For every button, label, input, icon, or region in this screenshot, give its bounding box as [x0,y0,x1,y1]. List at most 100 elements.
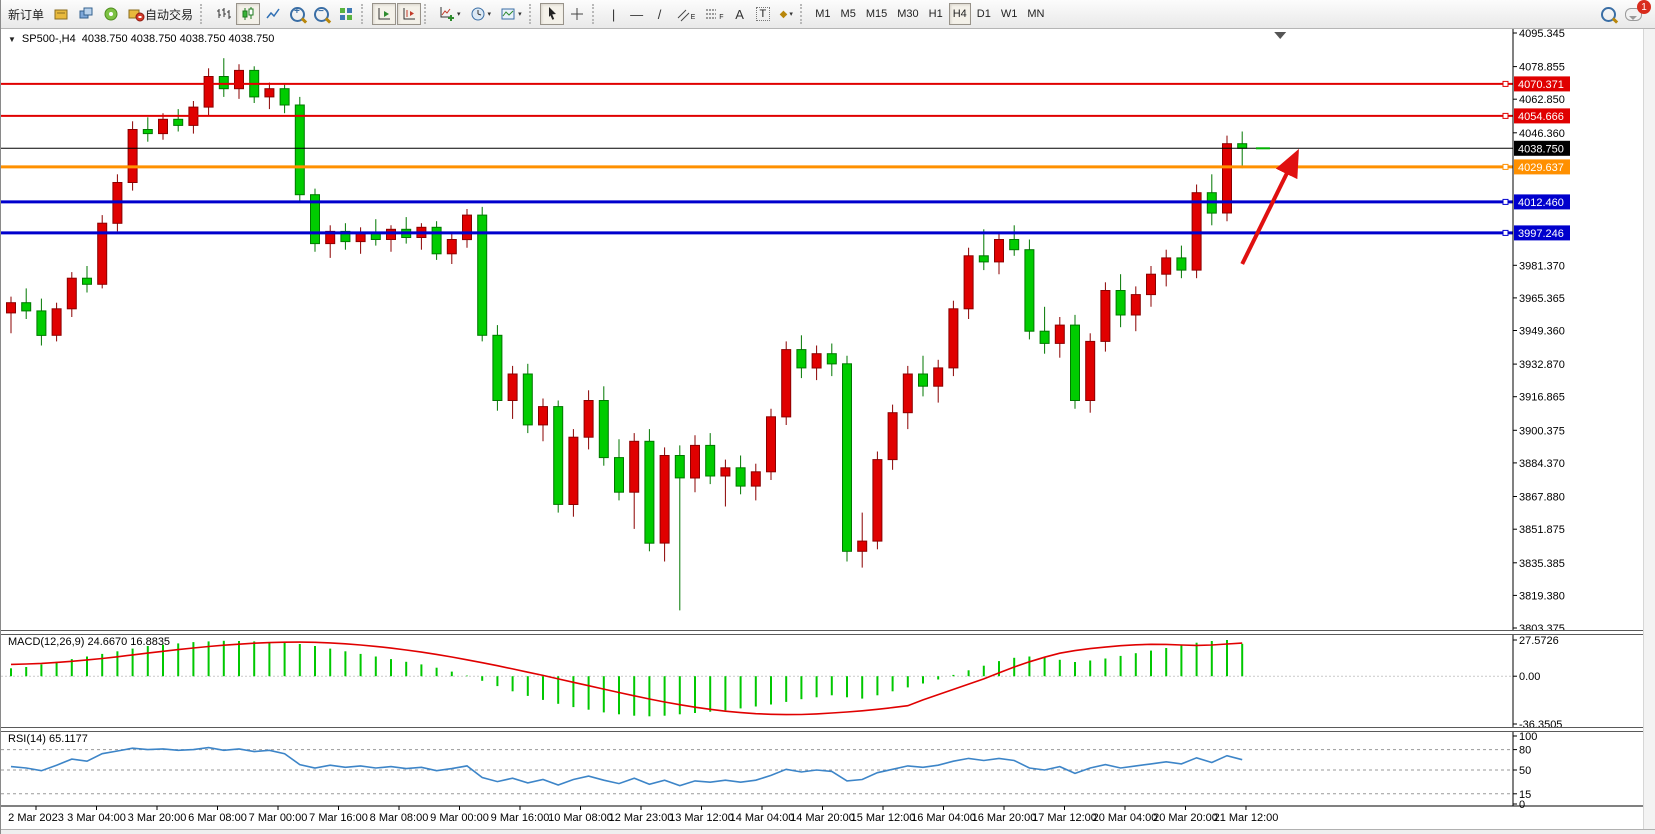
cursor-button[interactable] [539,3,564,25]
line-chart-button[interactable] [261,3,285,25]
svg-text:4070.371: 4070.371 [1518,79,1564,91]
templates-button[interactable]: ▾ [496,3,526,25]
svg-text:14 Mar 20:00: 14 Mar 20:00 [790,812,855,824]
collapse-icon[interactable]: ▼ [8,34,16,44]
pane-separator[interactable] [1,727,1655,732]
bar-chart-button[interactable] [211,3,235,25]
timeframe-M5[interactable]: M5 [837,3,860,25]
indicators-button[interactable]: ▾ [435,3,465,25]
svg-text:9 Mar 00:00: 9 Mar 00:00 [430,812,489,824]
chevron-down-icon: ▾ [518,11,522,18]
svg-text:3900.375: 3900.375 [1519,425,1565,437]
vertical-scrollbar[interactable] [1643,28,1655,830]
vertical-line-button[interactable]: | [603,3,625,25]
toolbar-grip [528,4,535,24]
text-tool-button[interactable]: A [729,3,751,25]
chart-header: ▼ SP500-,H4 4038.750 4038.750 4038.750 4… [8,33,274,45]
notification-badge: 1 [1637,0,1651,14]
svg-text:80: 80 [1519,745,1531,757]
search-icon [1601,6,1616,22]
toolbar-grip [361,4,367,24]
fibonacci-button[interactable]: F [700,3,727,25]
timeframe-D1[interactable]: D1 [973,3,995,25]
trendline-button[interactable]: / [649,3,671,25]
svg-text:7 Mar 16:00: 7 Mar 16:00 [309,812,368,824]
timeframe-group: M1 M5 M15 M30 H1 H4 D1 W1 MN [811,3,1048,25]
toolbar: 新订单 自动交易 [1,0,1655,29]
auto-trading-icon [128,6,145,22]
svg-text:3 Mar 20:00: 3 Mar 20:00 [128,812,187,824]
price-chart-canvas[interactable]: 4095.345 4078.855 4062.850 4046.360 3981.370… [1,28,1655,834]
market-watch-button[interactable] [49,3,73,25]
new-order-button[interactable]: 新订单 [4,3,48,25]
bar-chart-icon [215,6,232,22]
navigator-button[interactable] [74,3,98,25]
timeframe-W1[interactable]: W1 [997,3,1022,25]
indicators-icon [439,6,455,22]
toolbar-grip [800,4,806,24]
toolbar-grip [200,4,206,24]
signals-icon [103,6,119,22]
svg-text:3932.870: 3932.870 [1519,359,1565,371]
toolbar-grip [424,4,430,24]
svg-text:4078.855: 4078.855 [1519,62,1565,74]
equidistant-channel-button[interactable]: E [672,3,700,25]
chart-shift-button[interactable] [397,3,422,25]
pane-separator[interactable] [1,630,1655,635]
svg-text:3867.880: 3867.880 [1519,492,1565,504]
crosshair-button[interactable] [565,3,589,25]
channel-sub-label: E [690,13,696,21]
svg-text:20 Mar 20:00: 20 Mar 20:00 [1153,812,1218,824]
signals-button[interactable] [99,3,123,25]
timeframe-M1[interactable]: M1 [811,3,834,25]
svg-text:4054.666: 4054.666 [1518,111,1564,123]
navigator-icon [78,6,94,22]
svg-text:8 Mar 08:00: 8 Mar 08:00 [370,812,429,824]
svg-text:3851.875: 3851.875 [1519,524,1565,536]
chevron-down-icon: ▾ [487,11,492,18]
zoom-out-button[interactable]: − [310,3,333,25]
notifications-button[interactable]: 1 [1621,0,1651,25]
svg-text:13 Mar 12:00: 13 Mar 12:00 [669,812,734,824]
svg-text:3884.370: 3884.370 [1519,458,1565,470]
timeframe-M30[interactable]: M30 [893,3,922,25]
search-button[interactable] [1597,3,1620,25]
arrows-tool-button[interactable]: ◆ ▾ [775,3,797,25]
text-label-icon: T [755,7,771,21]
svg-text:9 Mar 16:00: 9 Mar 16:00 [491,812,550,824]
cursor-icon [544,6,560,22]
svg-text:15 Mar 12:00: 15 Mar 12:00 [851,812,916,824]
market-watch-icon [53,6,69,22]
tile-windows-icon [338,6,354,22]
timeframe-H1[interactable]: H1 [925,3,947,25]
horizontal-line-button[interactable]: — [626,3,648,25]
zoom-out-icon: − [314,6,330,22]
svg-text:3981.370: 3981.370 [1519,260,1565,272]
svg-text:3997.246: 3997.246 [1518,228,1564,240]
auto-trading-button[interactable]: 自动交易 [124,3,197,25]
window-bottom-edge [1,829,1655,834]
svg-text:21 Mar 12:00: 21 Mar 12:00 [1214,812,1279,824]
timeframe-H4[interactable]: H4 [948,3,971,25]
svg-text:16 Mar 04:00: 16 Mar 04:00 [911,812,976,824]
svg-text:3965.365: 3965.365 [1519,293,1565,305]
text-label-button[interactable]: T [752,3,775,25]
svg-text:15: 15 [1519,789,1531,801]
periods-button[interactable]: ▾ [466,3,496,25]
auto-scroll-button[interactable] [372,3,397,25]
svg-text:17 Mar 12:00: 17 Mar 12:00 [1032,812,1097,824]
svg-text:10 Mar 08:00: 10 Mar 08:00 [548,812,613,824]
macd-indicator-label: MACD(12,26,9) 24.6670 16.8835 [8,636,171,648]
toolbar-grip [591,4,598,24]
svg-text:14 Mar 04:00: 14 Mar 04:00 [730,812,795,824]
tile-windows-button[interactable] [334,3,358,25]
zoom-in-button[interactable]: + [286,3,309,25]
svg-text:4095.345: 4095.345 [1519,28,1565,40]
rsi-indicator-label: RSI(14) 65.1177 [8,733,88,745]
candlestick-chart-button[interactable] [236,3,261,25]
timeframe-M15[interactable]: M15 [862,3,891,25]
symbol-label: SP500-,H4 [21,33,76,45]
timeframe-MN[interactable]: MN [1023,3,1048,25]
svg-text:4046.360: 4046.360 [1519,128,1565,140]
fibo-sub-label: F [719,13,724,21]
